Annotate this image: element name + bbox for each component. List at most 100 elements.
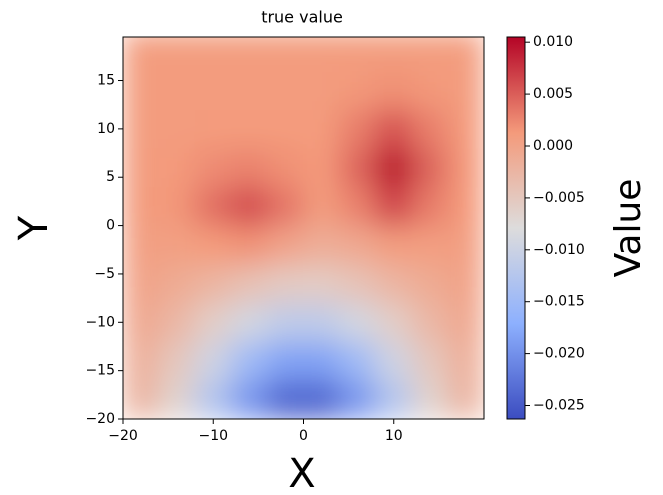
heatmap-cell <box>339 341 377 381</box>
heatmap-cell <box>411 341 449 381</box>
heatmap-cell <box>230 379 268 419</box>
heatmap-cell <box>266 109 304 149</box>
heatmap-cell <box>411 70 449 111</box>
heatmap-cell <box>158 109 196 149</box>
heatmap-cell <box>158 225 196 265</box>
x-tick-label: −20 <box>108 428 138 444</box>
heatmap-cell <box>158 147 196 188</box>
heatmap-cell <box>375 109 413 149</box>
heatmap-cell <box>194 109 232 149</box>
x-tick-label: 0 <box>299 428 308 444</box>
heatmap-cell <box>158 379 196 419</box>
colorbar-tick-label: 0.005 <box>533 86 573 102</box>
colorbar-tick-label: 0.010 <box>533 34 573 50</box>
heatmap-cell <box>194 70 232 111</box>
heatmap-cell <box>266 302 304 343</box>
heatmap-cell <box>266 341 304 381</box>
heatmap-cell <box>447 37 484 72</box>
heatmap-cell <box>411 263 449 304</box>
heatmap-cell <box>411 186 449 227</box>
heatmap-cell <box>411 379 449 419</box>
heatmap-cell <box>447 70 484 111</box>
heatmap-cell <box>266 186 304 227</box>
heatmap-cell <box>123 109 160 149</box>
heatmap-cell <box>158 302 196 343</box>
heatmap-cell <box>339 70 377 111</box>
heatmap-cell <box>230 302 268 343</box>
heatmap-cell <box>230 109 268 149</box>
colorbar-tick-label: −0.025 <box>533 398 585 414</box>
heatmap-cell <box>339 37 377 72</box>
heatmap-cell <box>339 263 377 304</box>
heatmap-cell <box>411 147 449 188</box>
heatmap-cell <box>447 263 484 304</box>
heatmap-cell <box>339 379 377 419</box>
y-tick-label: 10 <box>97 121 115 137</box>
heatmap-cell <box>158 186 196 227</box>
y-tick-label: −20 <box>85 411 115 427</box>
y-tick-label: 5 <box>106 169 115 185</box>
heatmap-cell <box>375 70 413 111</box>
heatmap-cell <box>230 70 268 111</box>
plot-area <box>123 37 484 419</box>
heatmap-cell <box>447 379 484 419</box>
heatmap-cell <box>375 263 413 304</box>
heatmap-cell <box>194 186 232 227</box>
heatmap-cell <box>266 147 304 188</box>
heatmap-cell <box>194 302 232 343</box>
heatmap-cell <box>339 225 377 265</box>
colorbar-tick-label: −0.020 <box>533 346 585 362</box>
heatmap-cell <box>194 341 232 381</box>
heatmap-cell <box>230 37 268 72</box>
heatmap-cell <box>266 37 304 72</box>
heatmap-cell <box>303 186 341 227</box>
heatmap-cell <box>123 225 160 265</box>
heatmap-cell <box>194 263 232 304</box>
heatmap-cell <box>447 186 484 227</box>
heatmap-cell <box>375 225 413 265</box>
heatmap-cell <box>375 37 413 72</box>
heatmap-cell <box>303 341 341 381</box>
heatmap-cell <box>303 263 341 304</box>
y-tick-label: −15 <box>85 363 115 379</box>
y-tick-label: −5 <box>94 266 115 282</box>
colorbar-tick-label: −0.010 <box>533 242 585 258</box>
x-tick-label: 10 <box>385 428 403 444</box>
heatmap-cell <box>266 379 304 419</box>
heatmap-cell <box>230 341 268 381</box>
heatmap-cell <box>194 147 232 188</box>
x-axis-label: X <box>288 451 315 495</box>
colorbar-tick-label: 0.000 <box>533 138 573 154</box>
heatmap-cell <box>303 147 341 188</box>
heatmap-cell <box>303 379 341 419</box>
heatmap-cell <box>339 147 377 188</box>
heatmap-cell <box>158 37 196 72</box>
heatmap-cell <box>123 37 160 72</box>
heatmap-cell <box>194 37 232 72</box>
colorbar-tick-label: −0.015 <box>533 294 585 310</box>
heatmap-cell <box>447 225 484 265</box>
heatmap-cell <box>447 147 484 188</box>
heatmap-cell <box>158 341 196 381</box>
heatmap-cell <box>123 263 160 304</box>
heatmap-cell <box>339 109 377 149</box>
heatmap-cell <box>266 263 304 304</box>
y-tick-label: 0 <box>106 218 115 234</box>
heatmap-cell <box>447 302 484 343</box>
heatmap-cell <box>303 225 341 265</box>
heatmap-cell <box>123 302 160 343</box>
heatmap-cell <box>123 186 160 227</box>
heatmap-cell <box>123 147 160 188</box>
heatmap-cell <box>230 147 268 188</box>
heatmap-cell <box>194 225 232 265</box>
heatmap-cell <box>266 70 304 111</box>
colorbar-tick-label: −0.005 <box>533 190 585 206</box>
heatmap-cell <box>158 263 196 304</box>
heatmap-cell <box>303 109 341 149</box>
heatmap-cell <box>158 70 196 111</box>
heatmap-cell <box>266 225 304 265</box>
heatmap <box>123 37 484 419</box>
heatmap-cell <box>339 186 377 227</box>
x-tick-label: −10 <box>198 428 228 444</box>
